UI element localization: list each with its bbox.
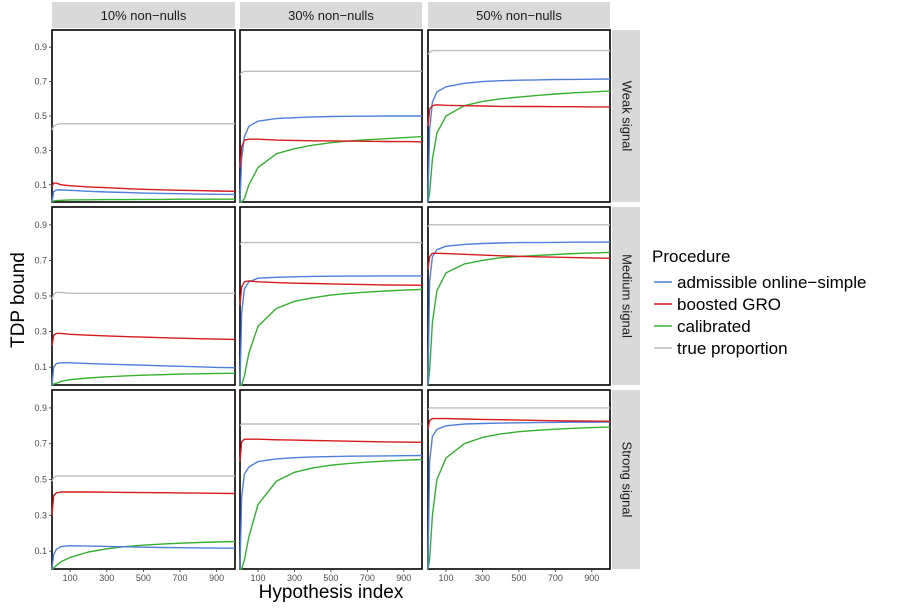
series-line-true-proportion (51, 123, 235, 131)
series-line-true-proportion (427, 49, 610, 55)
series-line-true-proportion (239, 70, 422, 76)
panel (51, 29, 236, 203)
panel (239, 389, 423, 570)
series-line-calibrated (240, 288, 423, 386)
series-line-admissible-online-simple (427, 421, 611, 570)
y-tick-label: 0.5 (34, 111, 47, 121)
series-line-boosted-gro (51, 491, 236, 516)
y-tick-label: 0.3 (34, 510, 47, 520)
column-strip-label: 30% non−nulls (288, 8, 374, 23)
series-line-true-proportion (427, 224, 610, 228)
x-tick-label: 700 (173, 573, 188, 583)
series-line-boosted-gro (427, 252, 611, 270)
series-line-true-proportion (239, 423, 422, 427)
series-line-admissible-online-simple (51, 362, 236, 386)
series-line-admissible-online-simple (427, 241, 611, 386)
legend-label: boosted GRO (677, 295, 781, 314)
series-line-calibrated (51, 540, 236, 570)
y-tick-label: 0.9 (34, 220, 47, 230)
x-tick-label: 500 (323, 573, 338, 583)
series-line-calibrated (51, 372, 236, 386)
legend-label: admissible online−simple (677, 273, 866, 292)
series-line-calibrated (427, 251, 611, 386)
x-tick-label: 900 (584, 573, 599, 583)
y-axis-title: TDP bound (8, 252, 29, 348)
row-strip (612, 207, 640, 385)
x-tick-label: 300 (99, 573, 114, 583)
series-line-admissible-online-simple (427, 78, 611, 203)
series-line-boosted-gro (51, 332, 236, 346)
x-tick-label: 100 (251, 573, 266, 583)
series-line-admissible-online-simple (51, 189, 236, 203)
y-tick-label: 0.9 (34, 403, 47, 413)
row-strip-label: Medium signal (620, 254, 635, 338)
y-tick-label: 0.3 (34, 145, 47, 155)
column-strip-label: 10% non−nulls (101, 8, 187, 23)
y-tick-label: 0.1 (34, 180, 47, 190)
panel (239, 206, 423, 386)
x-tick-label: 100 (63, 573, 78, 583)
series-line-boosted-gro (239, 138, 423, 168)
column-strip (52, 2, 235, 28)
row-strip-label: Weak signal (620, 81, 635, 152)
y-tick-label: 0.5 (34, 291, 47, 301)
row-strip-label: Strong signal (620, 442, 635, 518)
series-line-true-proportion (427, 407, 610, 411)
x-tick-label: 700 (548, 573, 563, 583)
y-tick-label: 0.9 (34, 42, 47, 52)
y-tick-label: 0.1 (34, 362, 47, 372)
series-line-boosted-gro (427, 104, 610, 127)
series-line-calibrated (240, 135, 423, 203)
series-line-admissible-online-simple (51, 545, 236, 570)
y-tick-label: 0.7 (34, 439, 47, 449)
x-tick-label: 500 (511, 573, 526, 583)
x-tick-label: 900 (209, 573, 224, 583)
legend-label: calibrated (677, 317, 751, 336)
x-tick-label: 700 (360, 573, 375, 583)
series-line-calibrated (51, 198, 235, 203)
series-line-true-proportion (239, 241, 422, 245)
series-line-calibrated (427, 426, 611, 570)
panel (427, 389, 611, 570)
legend-label: true proportion (677, 339, 788, 358)
x-tick-label: 900 (396, 573, 411, 583)
series-line-boosted-gro (239, 280, 423, 305)
x-tick-label: 300 (475, 573, 490, 583)
panel (427, 206, 611, 386)
series-line-admissible-online-simple (239, 275, 422, 386)
x-tick-label: 100 (439, 573, 454, 583)
legend-title: Procedure (652, 247, 730, 266)
series-line-boosted-gro (239, 438, 423, 462)
series-line-admissible-online-simple (239, 115, 422, 203)
y-tick-label: 0.7 (34, 77, 47, 87)
y-tick-label: 0.1 (34, 546, 47, 556)
x-tick-label: 500 (136, 573, 151, 583)
series-line-calibrated (240, 458, 423, 570)
row-strip (612, 30, 640, 202)
series-line-admissible-online-simple (239, 454, 423, 570)
series-line-calibrated (427, 90, 611, 203)
x-tick-label: 300 (287, 573, 302, 583)
y-tick-label: 0.5 (34, 475, 47, 485)
series-line-boosted-gro (427, 417, 611, 430)
series-line-boosted-gro (51, 182, 236, 192)
panel (427, 29, 611, 203)
series-line-true-proportion (51, 475, 235, 482)
series-line-true-proportion (51, 291, 235, 300)
column-strip (240, 2, 422, 28)
y-tick-label: 0.7 (34, 255, 47, 265)
row-strip (612, 390, 640, 569)
x-axis-title: Hypothesis index (259, 582, 404, 603)
y-tick-label: 0.3 (34, 327, 47, 337)
panel (51, 206, 236, 386)
column-strip-label: 50% non−nulls (476, 8, 562, 23)
column-strip (428, 2, 610, 28)
